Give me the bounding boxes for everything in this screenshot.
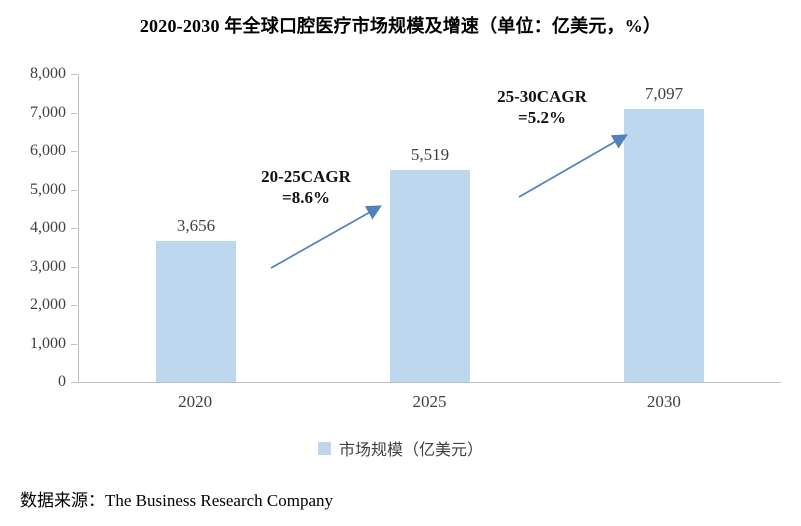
bar-chart: 0 1,000 2,000 3,000 4,000 5,000 6,000 7,000 8,00… [20, 66, 781, 412]
bar-2030: 7,097 [624, 85, 704, 382]
bar-slot-2030: 7,097 [547, 74, 781, 382]
source-note: 数据来源：The Business Research Company [20, 491, 334, 511]
y-tick-label: 0 [58, 373, 77, 390]
y-tick-label: 1,000 [30, 334, 77, 352]
y-tick-label: 7,000 [30, 103, 77, 121]
x-tick-label-2030: 2030 [646, 392, 681, 411]
cagr-annotation-line: 25-30CAGR [497, 87, 587, 106]
bar-2020: 3,656 [156, 217, 236, 382]
x-axis: 2020 2025 2030 [78, 392, 781, 412]
y-tick-label: 6,000 [30, 142, 77, 159]
legend-label: 市场规模（亿美元） [338, 442, 483, 460]
y-tick-label: 2,000 [30, 296, 77, 313]
bar-value-label: 5,519 [410, 144, 450, 164]
bars-container: 3,656 5,519 7,097 [79, 74, 781, 382]
x-tick-label-2020: 2020 [178, 392, 213, 411]
bar-slot-2025: 5,519 [313, 74, 547, 382]
cagr-annotation-2025-2030: 25-30CAGR =5.2% [477, 86, 607, 128]
cagr-annotation-2020-2025: 20-25CAGR =8.6% [241, 166, 371, 208]
y-tick-label: 4,000 [30, 219, 77, 236]
bar-value-label: 7,097 [644, 83, 684, 103]
y-tick-label: 5,000 [30, 180, 77, 198]
cagr-annotation-line: =8.6% [282, 188, 330, 207]
bar-slot-2020: 3,656 [79, 74, 313, 382]
cagr-annotation-line: =5.2% [518, 108, 566, 127]
y-tick-label: 8,000 [30, 65, 77, 82]
chart-page: 2020-2030 年全球口腔医疗市场规模及增速（单位：亿美元，%） 0 1,00… [20, 16, 781, 511]
cagr-annotation-line: 20-25CAGR [261, 167, 351, 186]
chart-title: 2020-2030 年全球口腔医疗市场规模及增速（单位：亿美元，%） [139, 16, 662, 36]
x-tick-label-2025: 2025 [412, 392, 447, 411]
y-axis: 0 1,000 2,000 3,000 4,000 5,000 6,000 7,000 8,00… [20, 66, 78, 390]
plot-wrap: 3,656 5,519 7,097 20-25CAGR =8.6% 25-30 [78, 74, 781, 412]
y-tick-label: 3,000 [30, 257, 77, 275]
bar-value-label: 3,656 [176, 216, 216, 236]
legend-swatch [317, 441, 331, 455]
bar-2025: 5,519 [390, 146, 470, 382]
legend: 市场规模（亿美元） [20, 436, 781, 460]
plot-area: 3,656 5,519 7,097 20-25CAGR =8.6% 25-30 [78, 74, 781, 383]
